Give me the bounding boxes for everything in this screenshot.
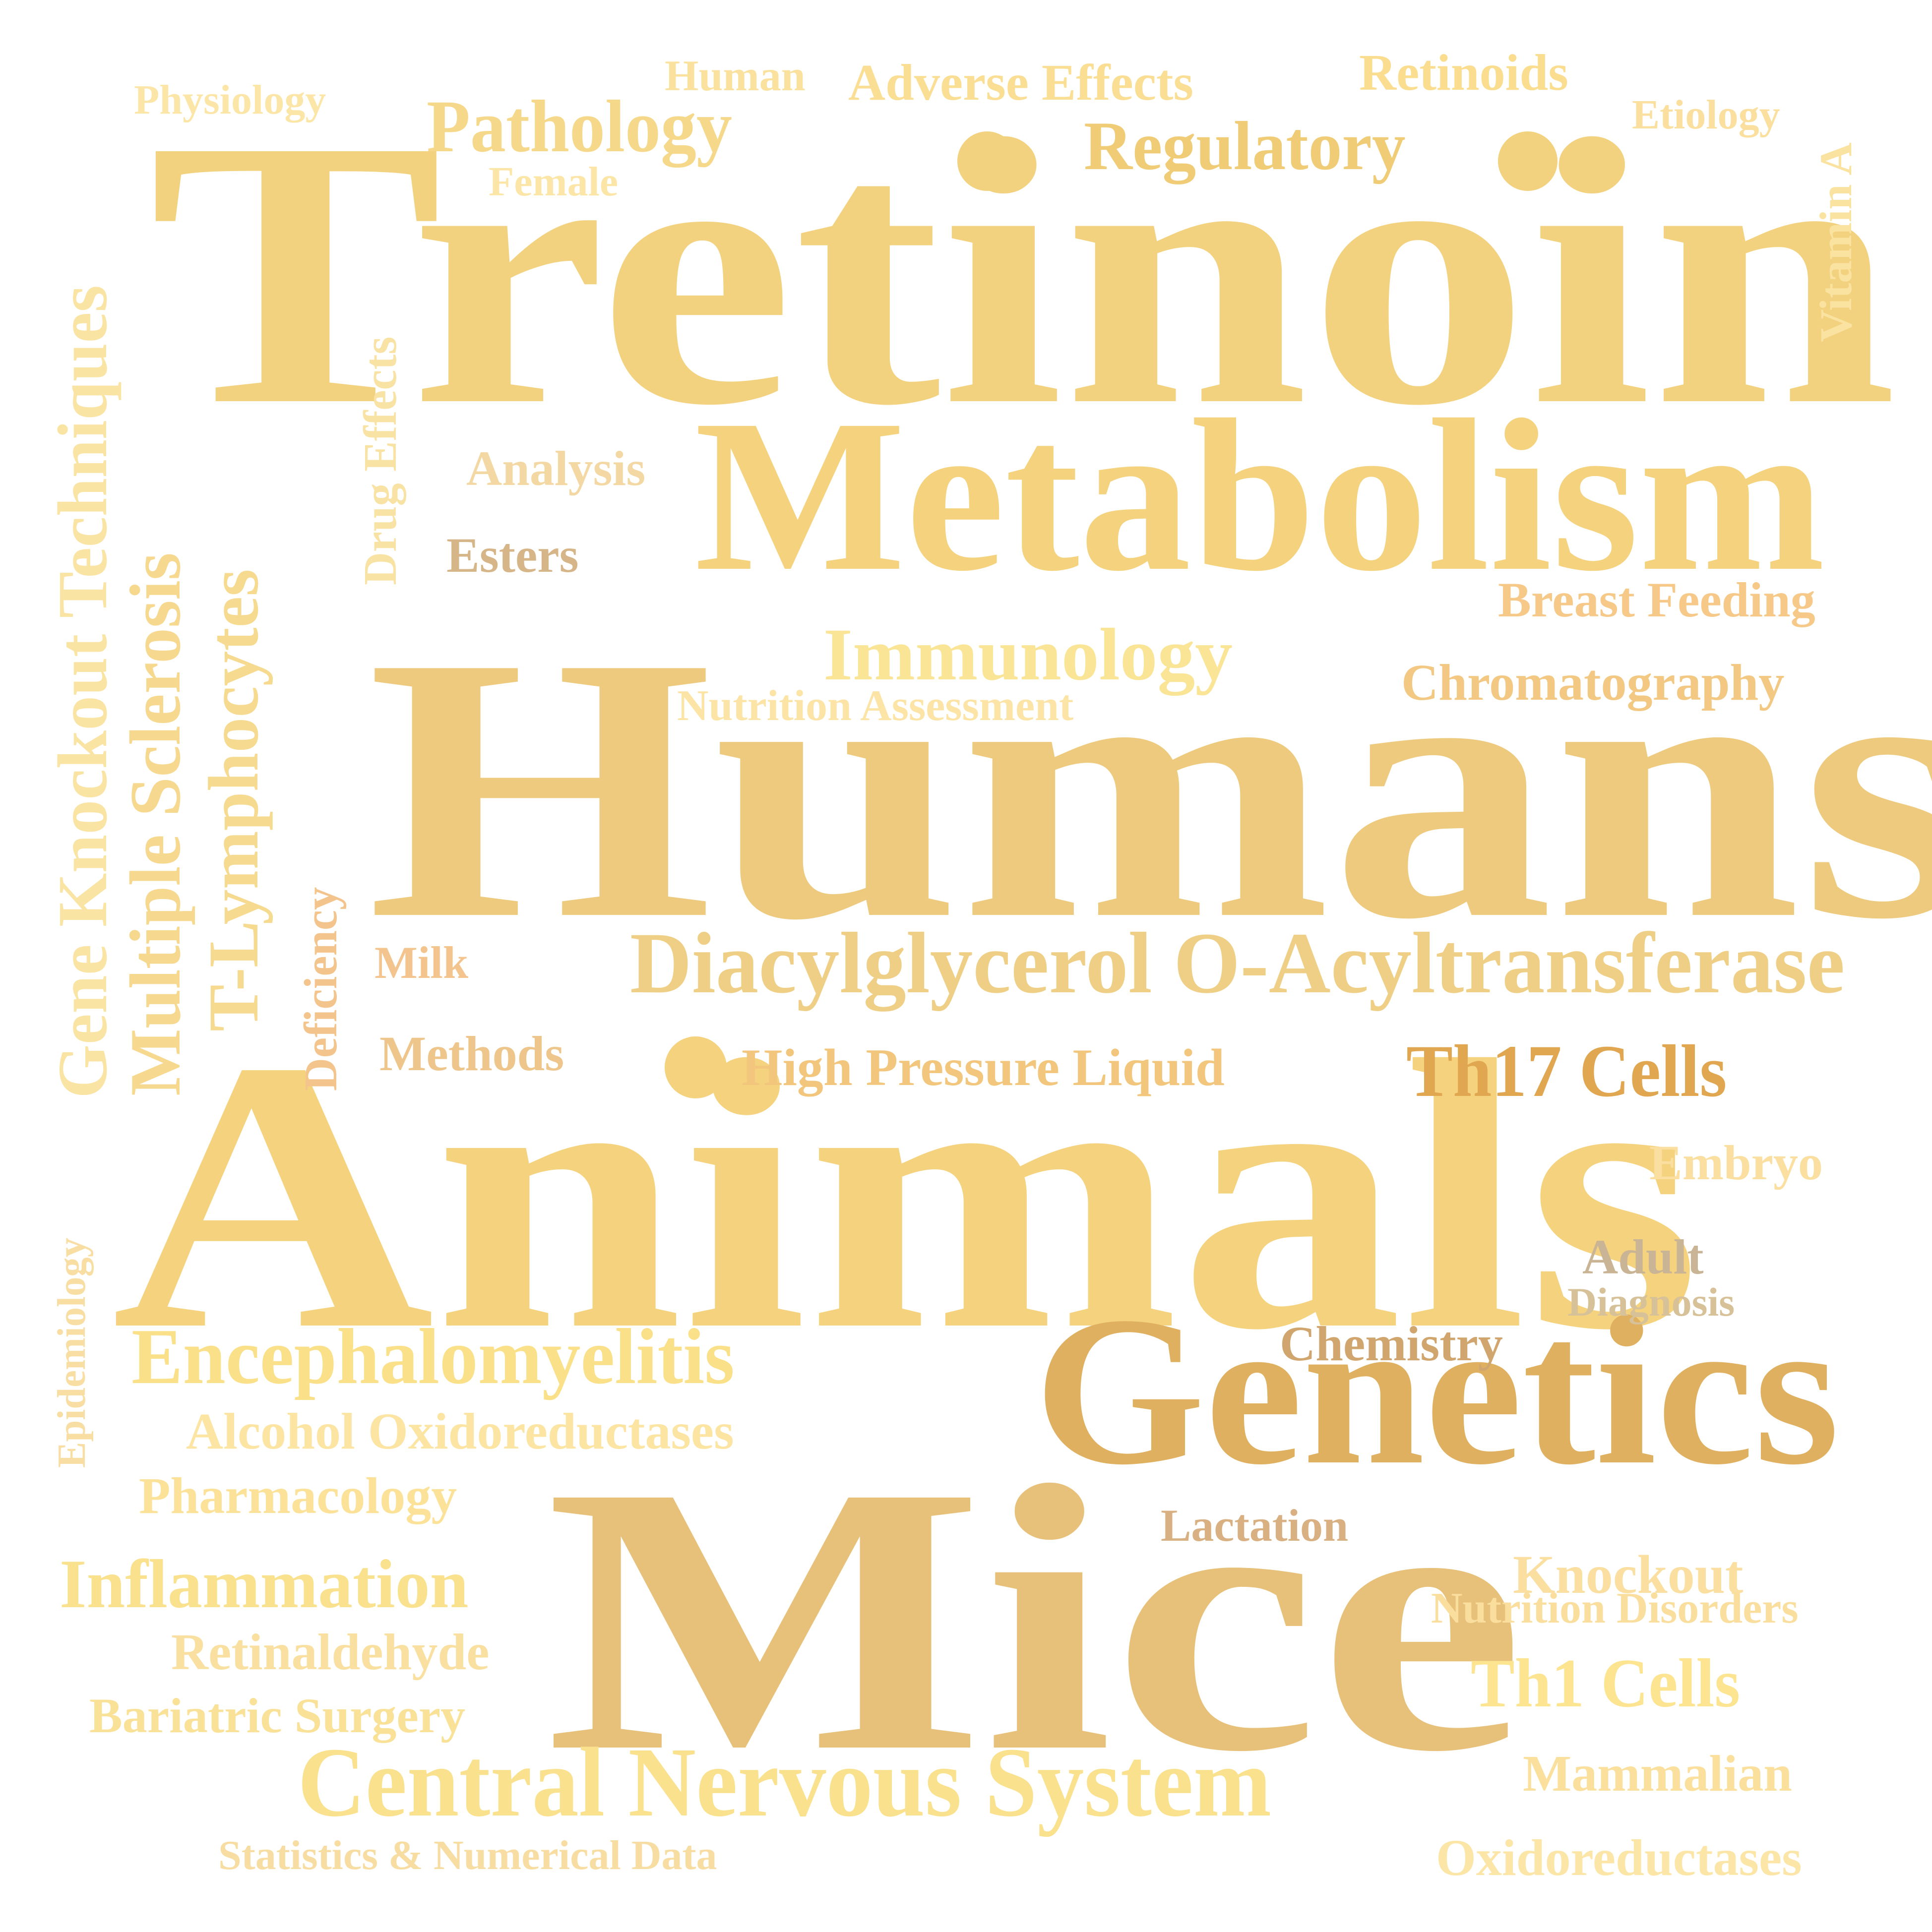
word-adverse-effects: Adverse Effects: [848, 54, 1193, 111]
word-vitamin-a: Vitamin A: [1810, 142, 1861, 342]
word-pathology: Pathology: [427, 85, 733, 168]
word-diagnosis: Diagnosis: [1567, 1279, 1735, 1325]
word-retinaldehyde: Retinaldehyde: [171, 1624, 490, 1681]
word-physiology: Physiology: [134, 77, 326, 123]
word-high-pressure-liquid: High Pressure Liquid: [742, 1038, 1225, 1096]
word-nutrition-disorders: Nutrition Disorders: [1431, 1584, 1799, 1632]
word-multiple-sclerosis: Multiple Sclerosis: [115, 552, 195, 1096]
word-th1-cells: Th1 Cells: [1471, 1645, 1741, 1722]
word-inflammation: Inflammation: [60, 1546, 469, 1623]
word-lactation: Lactation: [1161, 1500, 1349, 1551]
word-retinoids: Retinoids: [1359, 44, 1568, 101]
word-statistics-numerical-data: Statistics & Numerical Data: [218, 1832, 717, 1878]
word-embryo: Embryo: [1649, 1135, 1823, 1190]
word-epidemiology: Epidemiology: [50, 1237, 94, 1468]
word-chromatography: Chromatography: [1401, 654, 1785, 711]
word-central-nervous-system: Central Nervous System: [298, 1728, 1272, 1837]
word-mice: Mice: [546, 1407, 1525, 1830]
word-nutrition-assessment: Nutrition Assessment: [677, 682, 1074, 730]
word-humans: Humans: [367, 580, 1932, 997]
word-metabolism: Metabolism: [694, 375, 1825, 616]
word-chemistry: Chemistry: [1280, 1316, 1503, 1371]
word-animals: Animals: [112, 981, 1701, 1409]
word-knockout: Knockout: [1513, 1544, 1744, 1605]
word-milk: Milk: [374, 937, 469, 988]
word-oxidoreductases: Oxidoreductases: [1436, 1829, 1802, 1886]
word-adult: Adult: [1582, 1229, 1704, 1284]
dot-decoration: [1498, 131, 1558, 191]
word-alcohol-oxidoreductases: Alcohol Oxidoreductases: [186, 1403, 734, 1460]
dot-decoration: [665, 1036, 727, 1098]
word-deficiency: Deficiency: [295, 887, 347, 1091]
word-immunology: Immunology: [823, 613, 1233, 696]
dot-decoration: [957, 131, 1017, 191]
word-regulatory: Regulatory: [1084, 108, 1406, 184]
word-etiology: Etiology: [1632, 92, 1780, 138]
word-pharmacology: Pharmacology: [139, 1467, 457, 1524]
word-bariatric-surgery: Bariatric Surgery: [89, 1688, 466, 1743]
word-t-lymphocytes: T-Lymphocytes: [194, 569, 273, 1031]
word-gene-knockout-techniques: Gene Knockout Techniques: [43, 285, 122, 1098]
word-mammalian: Mammalian: [1523, 1745, 1793, 1802]
word-tretinoin: Tretinoin: [149, 61, 1897, 484]
word-genetics: Genetics: [1034, 1273, 1840, 1509]
word-esters: Esters: [446, 528, 579, 583]
word-encephalomyelitis: Encephalomyelitis: [131, 1312, 735, 1400]
word-th17-cells: Th17 Cells: [1406, 1030, 1727, 1112]
word-diacylglycerol-o-acyltransferase: Diacylglycerol O-Acyltransferase: [630, 915, 1845, 1012]
word-analysis: Analysis: [466, 441, 646, 496]
word-human: Human: [665, 52, 806, 100]
word-methods: Methods: [379, 1026, 564, 1081]
word-female: Female: [489, 159, 619, 205]
word-breast-feeding: Breast Feeding: [1498, 572, 1815, 627]
word-drug-effects: Drug Effects: [355, 336, 406, 585]
